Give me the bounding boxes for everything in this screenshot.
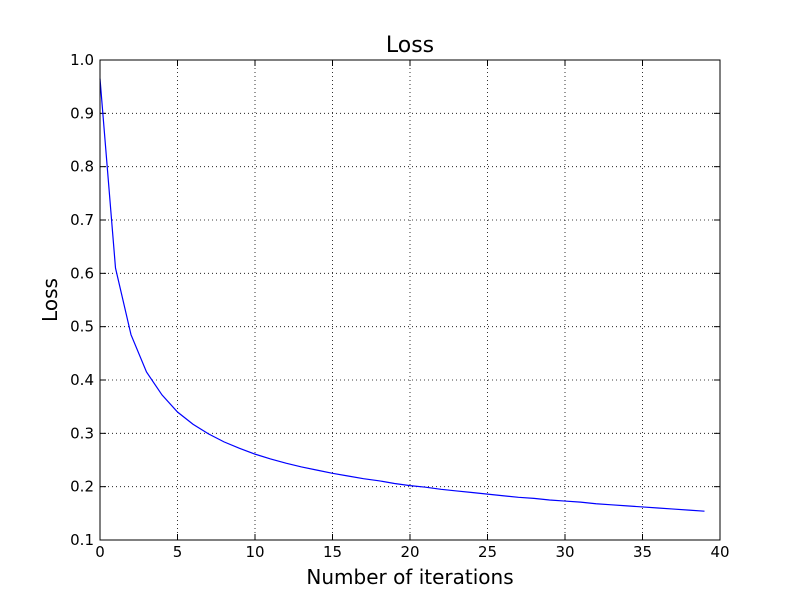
x-tick-label: 20	[400, 543, 419, 561]
x-tick-label: 25	[478, 543, 497, 561]
x-tick-label: 40	[710, 543, 729, 561]
y-tick-label: 0.5	[70, 318, 94, 336]
loss-series-line	[99, 78, 705, 512]
y-tick-label: 0.2	[70, 478, 94, 496]
x-tick-label: 0	[95, 543, 105, 561]
x-tick-labels: 0 5 10 15 20 25 30 35 40	[95, 543, 729, 561]
x-tick-label: 30	[555, 543, 574, 561]
series-layer	[99, 78, 705, 512]
y-axis-label: Loss	[38, 278, 62, 322]
y-tick-labels: 0.1 0.2 0.3 0.4 0.5 0.6 0.7 0.8 0.9 1.0	[70, 51, 94, 549]
y-tick-label: 0.3	[70, 424, 94, 442]
chart-title: Loss	[386, 33, 434, 58]
x-tick-label: 5	[173, 543, 183, 561]
y-tick-label: 0.4	[70, 371, 94, 389]
y-tick-label: 0.9	[70, 104, 94, 122]
y-tick-label: 0.6	[70, 264, 94, 282]
grid-lines	[99, 59, 721, 541]
plot-frame	[99, 59, 721, 541]
x-tick-label: 10	[245, 543, 264, 561]
y-tick-label: 0.1	[70, 531, 94, 549]
y-tick-label: 0.8	[70, 158, 94, 176]
y-tick-label: 0.7	[70, 211, 94, 229]
y-tick-label: 1.0	[70, 51, 94, 69]
x-axis-label: Number of iterations	[306, 565, 513, 589]
x-tick-label: 15	[323, 543, 342, 561]
x-tick-label: 35	[633, 543, 652, 561]
